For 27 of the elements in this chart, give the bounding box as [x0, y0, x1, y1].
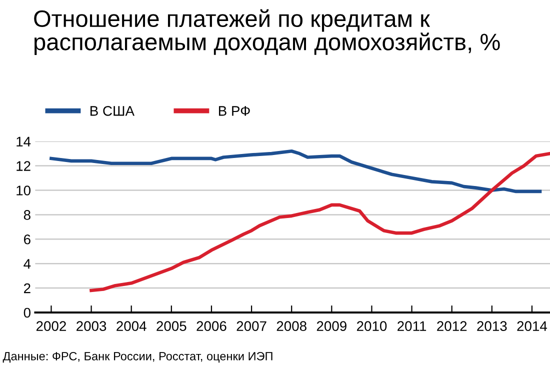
line-series	[90, 152, 550, 292]
line-series	[50, 149, 542, 194]
y-tick-label: 8	[24, 210, 30, 220]
x-tick-label: 2008	[276, 321, 306, 332]
y-tick-label: 4	[24, 259, 31, 269]
y-tick-label: 14	[16, 136, 31, 146]
x-tick-label: 2012	[437, 321, 467, 332]
x-tick-label: 2002	[36, 321, 66, 332]
x-tick-label: 2014	[517, 321, 548, 332]
legend-label: В РФ	[218, 106, 250, 116]
x-tick-label: 2011	[398, 321, 426, 332]
x-tick-label: 2004	[116, 321, 146, 332]
y-tick-label: 2	[24, 283, 30, 294]
x-tick-label: 2010	[356, 321, 387, 332]
y-tick-label: 12	[16, 161, 30, 171]
y-tick-label: 6	[24, 234, 30, 244]
chart-title: Отношение платежей по кредитам к располагаемым доходам домохозяйств, %	[34, 9, 500, 56]
x-tick-label: 2013	[477, 321, 507, 332]
legend-label: В США	[90, 106, 134, 116]
x-tick-label: 2003	[76, 321, 106, 332]
y-tick-label: 0	[24, 308, 30, 318]
x-tick-label: 2006	[196, 321, 226, 332]
x-tick-label: 2007	[236, 321, 266, 332]
y-tick-label: 10	[16, 186, 30, 196]
x-tick-label: 2009	[316, 321, 346, 332]
text: Данные: ФРС, Банк России, Росстат, оценки ИЭП	[2, 352, 272, 363]
x-tick-label: 2005	[156, 321, 186, 332]
